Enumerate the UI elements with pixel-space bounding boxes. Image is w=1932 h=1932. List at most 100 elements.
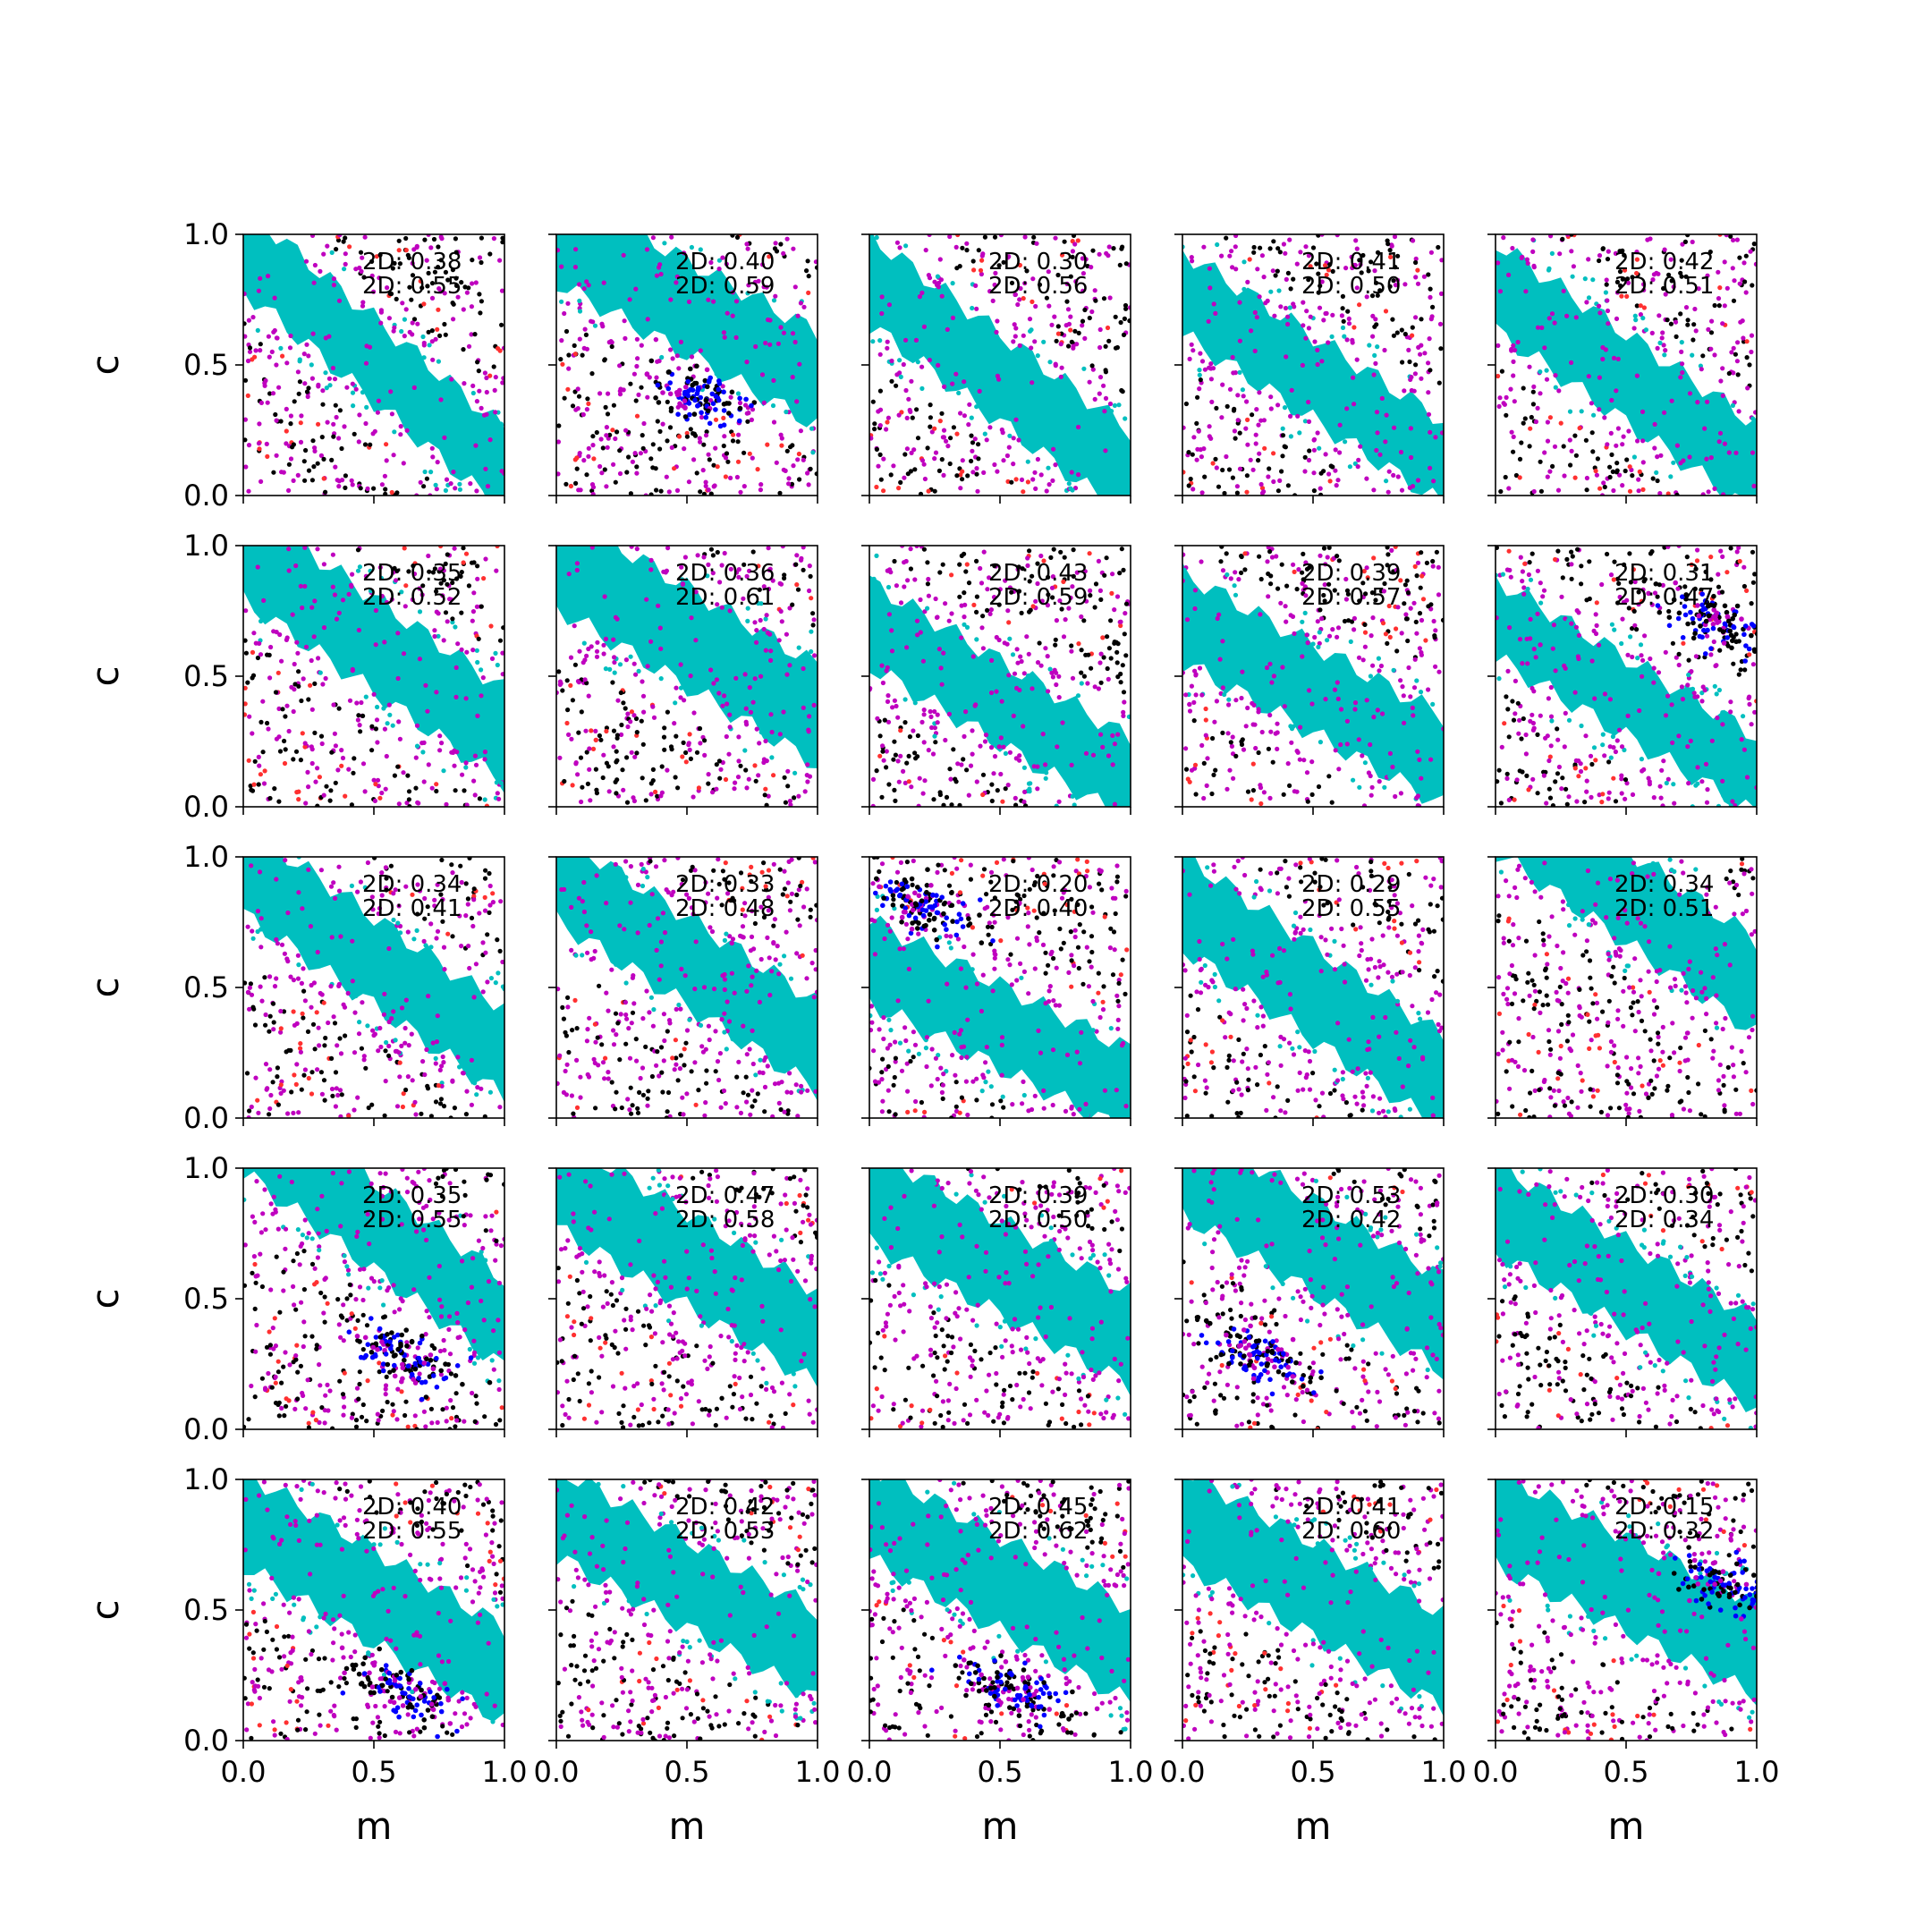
scatter-point: [1081, 618, 1087, 623]
scatter-point: [731, 432, 736, 437]
scatter-point: [572, 662, 579, 667]
scatter-point: [949, 572, 954, 578]
scatter-point: [1030, 380, 1035, 386]
scatter-point: [318, 268, 323, 274]
scatter-point: [1412, 564, 1418, 570]
scatter-point: [1635, 656, 1640, 661]
scatter-point: [352, 1107, 357, 1113]
scatter-point: [1393, 793, 1398, 800]
scatter-point: [1505, 707, 1511, 712]
scatter-point: [1323, 562, 1328, 567]
scatter-point: [394, 568, 400, 573]
scatter-point: [1663, 649, 1668, 655]
scatter-point: [1619, 640, 1624, 647]
scatter-point: [1368, 259, 1374, 265]
scatter-point: [957, 264, 962, 269]
scatter-point: [470, 609, 477, 614]
scatter-point: [1625, 652, 1631, 657]
scatter-point: [288, 456, 294, 462]
scatter-point: [1630, 626, 1635, 631]
scatter-point: [1395, 474, 1401, 479]
scatter-point: [723, 860, 728, 866]
scatter-point: [432, 566, 437, 572]
scatter-point: [1303, 593, 1309, 598]
scatter-point: [1277, 478, 1283, 484]
scatter-point: [350, 482, 355, 487]
scatter-points: [243, 857, 504, 1118]
scatter-point: [893, 752, 899, 758]
scatter-point: [1239, 570, 1244, 576]
scatter-point: [247, 349, 253, 354]
scatter-point: [339, 763, 344, 768]
scatter-point: [590, 485, 597, 490]
scatter-point: [761, 284, 767, 290]
scatter-point: [720, 703, 725, 708]
scatter-point: [1356, 737, 1361, 742]
scatter-point: [1402, 720, 1407, 725]
cluster-point: [721, 408, 727, 413]
scatter-point: [396, 238, 402, 243]
scatter-point: [801, 304, 807, 309]
scatter-point: [1586, 374, 1591, 379]
scatter-point: [970, 440, 976, 445]
scatter-point: [1245, 789, 1251, 794]
scatter-point: [1025, 459, 1030, 464]
scatter-point: [275, 1065, 280, 1071]
scatter-point: [792, 284, 798, 290]
scatter-point: [1578, 768, 1584, 775]
scatter-point: [369, 258, 375, 264]
scatter-point: [1270, 268, 1275, 274]
scatter-point: [1287, 237, 1292, 242]
scatter-point: [1326, 340, 1331, 345]
scatter-point: [1553, 779, 1558, 784]
scatter-point: [772, 917, 778, 922]
scatter-point: [1515, 339, 1521, 345]
scatter-point: [754, 968, 759, 973]
scatter-point: [715, 602, 720, 607]
scatter-point: [1113, 345, 1119, 351]
scatter-point: [1053, 642, 1058, 648]
scatter-point: [1398, 449, 1404, 455]
cluster-point: [716, 378, 722, 384]
scatter-point: [970, 728, 975, 733]
scatter-point: [258, 618, 264, 624]
scatter-point: [274, 335, 279, 341]
scatter-point: [1387, 248, 1393, 253]
scatter-point: [345, 990, 351, 996]
scatter-point: [962, 622, 967, 627]
scatter-point: [892, 698, 898, 703]
cluster-point: [1683, 596, 1689, 602]
scatter-point: [1346, 618, 1352, 623]
scatter-point: [353, 386, 359, 392]
scatter-point: [714, 371, 719, 377]
scatter-point: [582, 677, 588, 682]
scatter-point: [1233, 570, 1238, 575]
scatter-point: [1233, 234, 1239, 239]
scatter-point: [402, 1040, 408, 1046]
scatter-point: [1014, 685, 1020, 691]
scatter-point: [585, 396, 590, 402]
scatter-point: [648, 781, 654, 786]
scatter-point: [421, 779, 427, 784]
scatter-point: [365, 860, 370, 866]
scatter-point: [1661, 343, 1666, 348]
cluster-point: [674, 390, 680, 395]
scatter-point: [1271, 239, 1276, 244]
scatter-point: [1614, 388, 1619, 394]
scatter-point: [1528, 426, 1533, 431]
scatter-point: [1285, 321, 1291, 327]
scatter-point: [473, 962, 479, 967]
scatter-point: [364, 404, 369, 410]
scatter-point: [603, 404, 608, 410]
scatter-point: [660, 421, 665, 427]
scatter-point: [1734, 237, 1740, 242]
scatter-point: [1530, 685, 1535, 691]
scatter-point: [1611, 487, 1616, 494]
scatter-point: [723, 474, 729, 479]
scatter-point: [267, 1013, 273, 1019]
scatter-point: [1013, 326, 1019, 331]
scatter-point: [1288, 434, 1293, 439]
scatter-point: [391, 891, 396, 896]
scatter-point: [1406, 347, 1411, 352]
scatter-point: [1501, 235, 1506, 241]
